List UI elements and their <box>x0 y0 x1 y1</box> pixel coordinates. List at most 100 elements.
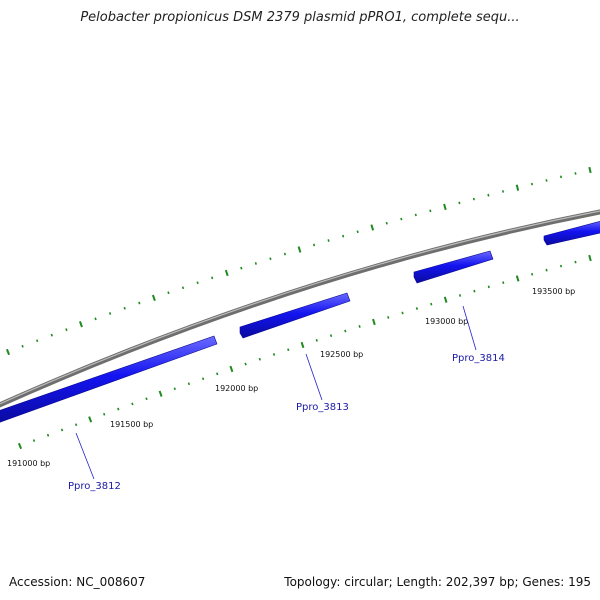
scale-label: 192000 bp <box>215 384 258 393</box>
outer-major-tick <box>224 269 229 277</box>
outer-minor-tick <box>36 339 39 343</box>
outer-tick-ring <box>5 166 592 356</box>
outer-major-tick <box>78 321 83 328</box>
outer-minor-tick <box>545 179 548 182</box>
inner-minor-tick <box>74 423 78 427</box>
outer-minor-tick <box>269 257 272 261</box>
outer-minor-tick <box>283 252 287 256</box>
inner-minor-tick <box>458 294 462 297</box>
scale-label: 192500 bp <box>320 350 363 359</box>
outer-minor-tick <box>501 190 505 193</box>
outer-major-tick <box>588 166 592 174</box>
inner-major-tick <box>372 318 376 326</box>
inner-minor-tick <box>145 397 148 401</box>
outer-major-tick <box>151 294 156 302</box>
outer-minor-tick <box>356 230 359 234</box>
outer-minor-tick <box>123 306 126 310</box>
outer-minor-tick <box>487 193 490 197</box>
inner-major-tick <box>88 416 93 423</box>
inner-minor-tick <box>244 362 247 366</box>
gene-leader-line <box>462 305 477 351</box>
inner-major-tick <box>158 390 163 397</box>
inner-minor-tick <box>401 311 404 315</box>
inner-minor-tick <box>216 372 219 376</box>
backbone-line <box>0 209 600 408</box>
outer-minor-tick <box>138 301 141 305</box>
inner-minor-tick <box>545 268 548 272</box>
inner-minor-tick <box>559 264 563 268</box>
inner-minor-tick <box>473 289 476 293</box>
outer-minor-tick <box>530 182 534 186</box>
inner-major-tick <box>588 254 592 262</box>
outer-minor-tick <box>21 344 24 348</box>
inner-minor-tick <box>415 307 419 310</box>
outer-minor-tick <box>458 201 461 205</box>
accession-text: Accession: NC_008607 <box>9 575 146 589</box>
summary-text: Topology: circular; Length: 202,397 bp; … <box>284 575 591 589</box>
inner-major-tick <box>17 442 23 450</box>
inner-minor-tick <box>201 377 205 381</box>
outer-minor-tick <box>181 286 185 290</box>
scale-label: 193500 bp <box>532 287 575 296</box>
outer-minor-tick <box>108 312 112 315</box>
outer-minor-tick <box>50 333 53 337</box>
inner-tick-ring <box>17 254 592 450</box>
gene-leader-line <box>305 353 323 401</box>
outer-minor-tick <box>327 239 330 242</box>
gene-leader-line <box>75 432 95 480</box>
inner-minor-tick <box>117 407 120 411</box>
inner-minor-tick <box>46 433 50 437</box>
outer-minor-tick <box>211 276 214 280</box>
outer-minor-tick <box>196 281 199 285</box>
inner-minor-tick <box>32 439 36 442</box>
outer-minor-tick <box>385 221 388 225</box>
inner-minor-tick <box>103 412 106 416</box>
gene-block-ppro-3813 <box>239 292 351 339</box>
outer-minor-tick <box>472 197 475 201</box>
outer-minor-tick <box>574 172 577 175</box>
inner-minor-tick <box>272 353 276 356</box>
inner-minor-tick <box>287 348 290 352</box>
gene-label[interactable]: Ppro_3813 <box>296 402 349 413</box>
inner-minor-tick <box>187 382 191 386</box>
inner-minor-tick <box>258 357 261 361</box>
scale-label: 191500 bp <box>110 420 153 429</box>
inner-minor-tick <box>502 281 505 285</box>
outer-minor-tick <box>167 291 170 295</box>
annotation-labels: 191000 bp 191500 bp 192000 bp 192500 bp 1930… <box>7 287 575 492</box>
inner-major-tick <box>229 365 234 373</box>
inner-minor-tick <box>574 260 577 264</box>
inner-minor-tick <box>329 334 333 338</box>
inner-minor-tick <box>60 428 64 432</box>
outer-minor-tick <box>65 328 68 332</box>
outer-major-tick <box>515 184 520 191</box>
inner-minor-tick <box>358 325 361 328</box>
inner-minor-tick <box>430 302 433 306</box>
outer-minor-tick <box>559 175 563 179</box>
outer-major-tick <box>370 224 375 231</box>
inner-major-tick <box>300 341 305 349</box>
inner-minor-tick <box>131 402 134 406</box>
inner-major-tick <box>515 275 520 282</box>
outer-minor-tick <box>342 234 345 238</box>
outer-minor-tick <box>400 217 403 221</box>
gene-label[interactable]: Ppro_3812 <box>68 481 121 492</box>
inner-minor-tick <box>315 338 318 342</box>
backbone-highlight <box>0 210 600 405</box>
gene-label[interactable]: Ppro_3814 <box>452 353 505 364</box>
outer-minor-tick <box>240 266 243 270</box>
gene-block-ppro-3812 <box>0 335 218 423</box>
inner-minor-tick <box>487 285 490 289</box>
inner-minor-tick <box>387 316 390 319</box>
outer-minor-tick <box>429 209 432 213</box>
inner-major-tick <box>443 296 448 303</box>
scale-label: 191000 bp <box>7 459 50 468</box>
outer-minor-tick <box>414 213 417 217</box>
gene-block-next <box>543 221 600 246</box>
scale-label: 193000 bp <box>425 317 468 326</box>
outer-minor-tick <box>254 262 257 265</box>
inner-minor-tick <box>531 272 534 276</box>
inner-minor-tick <box>173 387 176 391</box>
outer-major-tick <box>5 348 11 356</box>
